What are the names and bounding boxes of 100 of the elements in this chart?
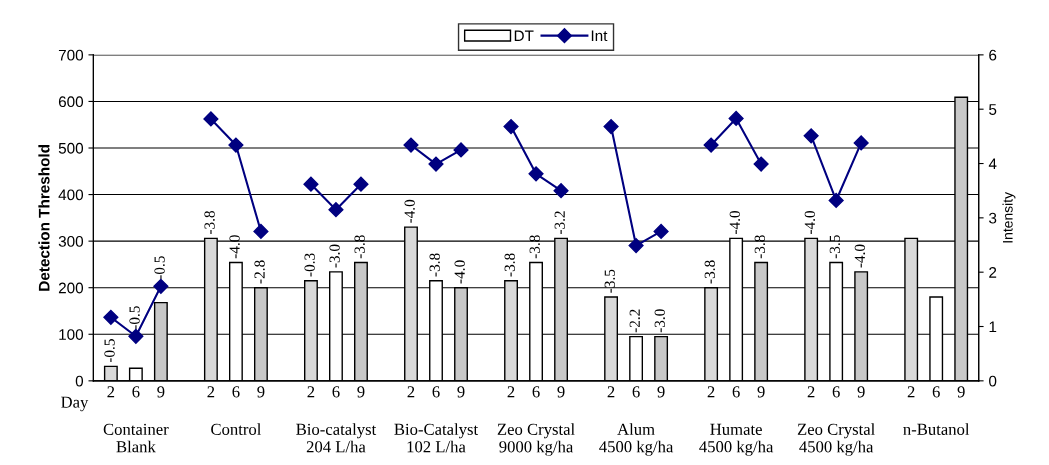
annotation: -0.5 — [129, 306, 140, 330]
x-tick-label: 2 — [807, 386, 815, 398]
x-tick-label: 2 — [607, 386, 615, 398]
text: Bio-catalyst 204 L/ha — [296, 423, 377, 453]
point — [528, 166, 544, 182]
point — [803, 128, 819, 144]
x-tick-label: 2 — [307, 386, 315, 398]
annotation: -3.0 — [329, 244, 340, 268]
point — [153, 278, 169, 294]
annotation: -4.0 — [404, 199, 415, 223]
annotation: -3.8 — [429, 253, 440, 277]
annotation: -0.3 — [304, 253, 315, 277]
x-tick-label: 6 — [432, 386, 440, 398]
point — [103, 309, 119, 325]
y-tick-label: 100 — [59, 329, 84, 340]
x-tick-label: 9 — [457, 386, 465, 398]
x-tick-label: 6 — [732, 386, 740, 398]
y-tick-label: 0 — [75, 375, 84, 387]
text: Container Blank — [103, 423, 169, 453]
x-tick-label: 9 — [557, 386, 565, 398]
x-tick-label: 2 — [107, 386, 115, 398]
point — [203, 111, 219, 127]
y-tick-label: 200 — [58, 282, 84, 294]
annotation: -3.8 — [529, 235, 540, 259]
x-tick-label: 6 — [632, 386, 640, 398]
x-tick-label: 2 — [907, 386, 915, 398]
point — [853, 135, 869, 151]
annotation: -2.8 — [254, 260, 265, 284]
point — [753, 156, 769, 172]
x-tick-label: 6 — [532, 386, 540, 398]
text: Zeo Crystal 9000 kg/ha — [497, 423, 575, 456]
point — [428, 156, 444, 172]
y2-tick-label: 2 — [989, 267, 997, 278]
y-tick-label: 400 — [58, 189, 84, 201]
point — [353, 176, 369, 192]
y2-tick-label: 4 — [988, 158, 997, 170]
point — [453, 142, 469, 158]
x-tick-label: 6 — [332, 386, 340, 398]
point — [328, 202, 344, 218]
point — [728, 110, 744, 127]
y-tick-label: 300 — [58, 236, 84, 247]
point — [828, 192, 844, 209]
text: Zeo Crystal 4500 kg/ha — [797, 423, 875, 456]
y-tick-label: 700 — [58, 49, 84, 61]
x-tick-label: 9 — [357, 386, 365, 398]
annotation: -4.0 — [729, 211, 741, 235]
legend-label: Int — [591, 30, 608, 42]
x-tick-label: 2 — [707, 386, 715, 398]
point — [553, 183, 569, 199]
annotation: -0.5 — [154, 256, 165, 280]
y2-axis-title: Intensity — [1002, 192, 1016, 243]
x-tick-label: 9 — [857, 386, 865, 398]
point — [253, 223, 269, 240]
annotation: -3.8 — [704, 260, 715, 284]
point — [703, 137, 719, 153]
annotation: -3.8 — [754, 235, 766, 259]
x-tick-label: 6 — [932, 386, 940, 398]
text: Humate 4500 kg/ha — [699, 423, 774, 456]
x-tick-label: 9 — [257, 386, 265, 398]
point — [653, 223, 669, 240]
x-tick-label: 9 — [757, 386, 765, 398]
point — [303, 176, 319, 192]
annotation: -0.5 — [104, 339, 115, 363]
y-axis-title: Detection Threshold — [38, 145, 50, 291]
y2-tick-label: 5 — [989, 104, 997, 115]
annotation: -3.8 — [204, 211, 215, 235]
text: Bio-Catalyst 102 L/ha — [394, 423, 479, 453]
y2-tick-label: 1 — [989, 321, 997, 333]
point — [503, 119, 519, 135]
x-tick-label: 6 — [832, 386, 840, 398]
y2-tick-label: 3 — [989, 212, 997, 224]
annotation: -3.2 — [554, 211, 565, 235]
point — [628, 237, 644, 254]
x-tick-label: 2 — [207, 386, 215, 398]
text: Alum 4500 kg/ha — [599, 423, 674, 456]
legend-label: DT — [514, 30, 534, 42]
annotation: -3.8 — [504, 253, 515, 277]
text: n-Butanol — [903, 423, 970, 435]
point — [403, 137, 419, 153]
annotation: -4.0 — [854, 244, 866, 268]
point — [603, 119, 619, 135]
y2-tick-label: 0 — [989, 375, 997, 387]
x-tick-label: 6 — [132, 386, 140, 398]
annotation: -4.0 — [229, 235, 240, 259]
annotation: -3.8 — [354, 235, 365, 259]
annotation: -4.0 — [454, 260, 465, 284]
annotation: -2.2 — [629, 309, 640, 333]
point — [228, 137, 244, 153]
y-tick-label: 600 — [58, 96, 84, 108]
point — [128, 328, 144, 344]
x-tick-label: 2 — [507, 386, 515, 398]
x-tick-label: 9 — [957, 386, 965, 398]
annotation: -4.0 — [804, 211, 816, 235]
annotation: -3.5 — [604, 269, 615, 293]
text: Control — [211, 423, 262, 435]
y-tick-label: 500 — [58, 142, 84, 154]
annotation: -3.5 — [829, 235, 841, 259]
x-tick-label: 9 — [657, 386, 665, 398]
text: Day — [61, 396, 89, 412]
x-tick-label: 9 — [157, 386, 165, 398]
